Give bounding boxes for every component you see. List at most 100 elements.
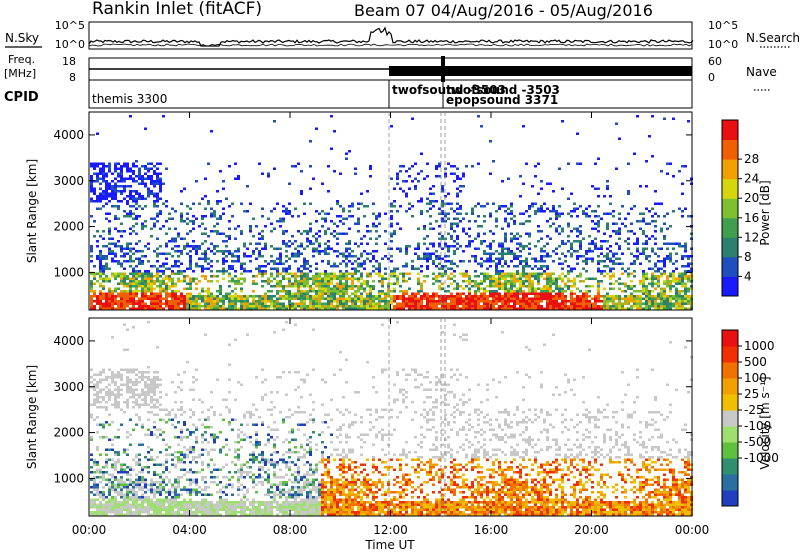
heatmap-cell bbox=[147, 428, 150, 431]
heatmap-cell bbox=[666, 227, 669, 230]
heatmap-cell bbox=[111, 307, 114, 310]
heatmap-cell bbox=[180, 272, 183, 275]
heatmap-cell bbox=[405, 302, 408, 305]
heatmap-cell bbox=[207, 267, 210, 270]
heatmap-cell bbox=[339, 292, 342, 295]
heatmap-cell bbox=[189, 408, 192, 411]
heatmap-cell bbox=[492, 275, 495, 278]
heatmap-cell bbox=[555, 300, 558, 303]
heatmap-cell bbox=[561, 287, 564, 290]
heatmap-cell bbox=[108, 438, 111, 441]
heatmap-cell bbox=[594, 300, 597, 303]
heatmap-cell bbox=[645, 240, 648, 243]
heatmap-cell bbox=[324, 287, 327, 290]
heatmap-cell bbox=[237, 247, 240, 250]
heatmap-cell bbox=[291, 165, 294, 168]
heatmap-cell bbox=[480, 262, 483, 265]
heatmap-cell bbox=[504, 217, 507, 220]
heatmap-cell bbox=[642, 287, 645, 290]
heatmap-cell bbox=[651, 277, 654, 280]
heatmap-cell bbox=[90, 491, 93, 494]
heatmap-cell bbox=[549, 302, 552, 305]
heatmap-cell bbox=[303, 262, 306, 265]
heatmap-cell bbox=[141, 277, 144, 280]
heatmap-cell bbox=[276, 280, 279, 283]
heatmap-cell bbox=[645, 295, 648, 298]
heatmap-cell bbox=[645, 297, 648, 300]
heatmap-cell bbox=[642, 250, 645, 253]
heatmap-cell bbox=[288, 267, 291, 270]
heatmap-cell bbox=[102, 368, 105, 371]
heatmap-cell bbox=[132, 486, 135, 489]
heatmap-cell bbox=[399, 307, 402, 310]
heatmap-cell bbox=[174, 503, 177, 506]
heatmap-cell bbox=[117, 172, 120, 175]
heatmap-cell bbox=[147, 388, 150, 391]
heatmap-cell bbox=[99, 292, 102, 295]
heatmap-cell bbox=[90, 177, 93, 180]
heatmap-cell bbox=[594, 222, 597, 225]
heatmap-cell bbox=[342, 300, 345, 303]
heatmap-cell bbox=[501, 257, 504, 260]
heatmap-cell bbox=[270, 302, 273, 305]
heatmap-cell bbox=[174, 297, 177, 300]
heatmap-cell bbox=[213, 297, 216, 300]
heatmap-cell bbox=[186, 305, 189, 308]
heatmap-cell bbox=[333, 290, 336, 293]
heatmap-cell bbox=[153, 225, 156, 228]
heatmap-cell bbox=[465, 295, 468, 298]
heatmap-cell bbox=[267, 290, 270, 293]
heatmap-cell bbox=[90, 215, 93, 218]
heatmap-cell bbox=[546, 252, 549, 255]
heatmap-cell bbox=[159, 378, 162, 381]
heatmap-cell bbox=[102, 172, 105, 175]
heatmap-cell bbox=[138, 506, 141, 509]
heatmap-cell bbox=[102, 508, 105, 511]
heatmap-cell bbox=[678, 297, 681, 300]
heatmap-cell bbox=[513, 302, 516, 305]
heatmap-cell bbox=[426, 247, 429, 250]
heatmap-cell bbox=[123, 411, 126, 414]
heatmap-cell bbox=[147, 433, 150, 436]
heatmap-cell bbox=[93, 282, 96, 285]
heatmap-cell bbox=[243, 210, 246, 213]
heatmap-cell bbox=[417, 267, 420, 270]
heatmap-cell bbox=[309, 287, 312, 290]
heatmap-cell bbox=[93, 486, 96, 489]
heatmap-cell bbox=[102, 265, 105, 268]
heatmap-cell bbox=[417, 245, 420, 248]
heatmap-cell bbox=[483, 300, 486, 303]
heatmap-cell bbox=[315, 240, 318, 243]
heatmap-cell bbox=[213, 302, 216, 305]
heatmap-cell bbox=[432, 305, 435, 308]
heatmap-cell bbox=[99, 471, 102, 474]
heatmap-cell bbox=[339, 300, 342, 303]
heatmap-cell bbox=[138, 302, 141, 305]
heatmap-cell bbox=[300, 272, 303, 275]
heatmap-cell bbox=[669, 260, 672, 263]
heatmap-cell bbox=[165, 483, 168, 486]
heatmap-cell bbox=[612, 307, 615, 310]
heatmap-cell bbox=[201, 297, 204, 300]
heatmap-cell bbox=[546, 302, 549, 305]
heatmap-cell bbox=[438, 302, 441, 305]
heatmap-cell bbox=[384, 302, 387, 305]
heatmap-cell bbox=[381, 290, 384, 293]
heatmap-cell bbox=[570, 300, 573, 303]
heatmap-cell bbox=[132, 501, 135, 504]
heatmap-cell bbox=[294, 285, 297, 288]
heatmap-cell bbox=[108, 300, 111, 303]
heatmap-cell bbox=[288, 300, 291, 303]
heatmap-cell bbox=[177, 272, 180, 275]
heatmap-cell bbox=[273, 247, 276, 250]
heatmap-cell bbox=[174, 463, 177, 466]
heatmap-cell bbox=[231, 255, 234, 258]
heatmap-cell bbox=[126, 496, 129, 499]
heatmap-cell bbox=[453, 180, 456, 183]
heatmap-cell bbox=[159, 295, 162, 298]
heatmap-cell bbox=[597, 260, 600, 263]
heatmap-cell bbox=[309, 165, 312, 168]
heatmap-cell bbox=[483, 260, 486, 263]
heatmap-cell bbox=[483, 287, 486, 290]
heatmap-cell bbox=[129, 115, 132, 118]
